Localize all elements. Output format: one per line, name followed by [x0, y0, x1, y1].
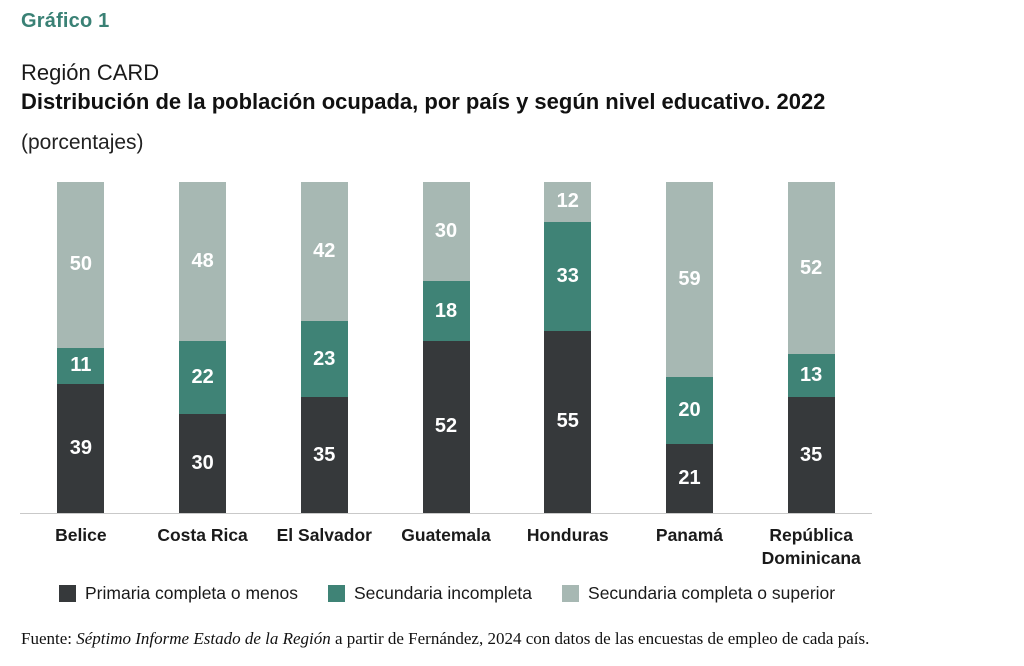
- bar-segment: 35: [300, 397, 348, 513]
- x-axis-labels: Belice Costa Rica El Salvador Guatemala Hond…: [20, 524, 872, 570]
- plot-area: 39 11 50 30 22 48 35 23 42 52 18 30 55 33 12 21 20 59 35 13…: [20, 182, 872, 514]
- bar-column: 55 33 12: [507, 182, 629, 513]
- legend-swatch: [328, 585, 345, 602]
- bar-value-label: 33: [556, 264, 579, 287]
- stacked-bar: 52 18 30: [422, 182, 470, 513]
- legend-label: Primaria completa o menos: [85, 583, 298, 603]
- x-axis-label: República Dominicana: [761, 525, 861, 568]
- legend-label: Secundaria incompleta: [354, 583, 533, 603]
- source-suffix: a partir de Fernández, 2024 con datos de…: [330, 629, 870, 648]
- bar-value-label: 30: [191, 451, 214, 474]
- bar-segment: 50: [57, 182, 105, 348]
- bar-value-label: 42: [313, 240, 336, 263]
- bar-segment: 11: [57, 347, 105, 384]
- legend: Primaria completa o menos Secundaria inco…: [59, 583, 835, 604]
- x-axis-label: Costa Rica: [157, 525, 248, 545]
- bar-column: 30 22 48: [142, 182, 264, 513]
- source-publication: Séptimo Informe Estado de la Región: [76, 629, 331, 648]
- bar-value-label: 22: [191, 365, 214, 388]
- stacked-bar: 21 20 59: [665, 182, 713, 513]
- legend-swatch: [59, 585, 76, 602]
- bar-segment: 30: [179, 413, 227, 513]
- figure-label: Gráfico 1: [21, 10, 110, 32]
- bar-segment: 21: [665, 443, 713, 513]
- region-subtitle: Región CARD: [21, 60, 160, 85]
- bar-segment: 30: [422, 182, 470, 282]
- stacked-bar: 55 33 12: [544, 182, 592, 513]
- bar-value-label: 52: [800, 256, 823, 279]
- bar-value-label: 50: [69, 253, 92, 276]
- bar-segment: 12: [544, 182, 592, 222]
- bar-value-label: 18: [434, 299, 458, 322]
- x-axis-label: Belice: [55, 525, 107, 545]
- bar-column: 35 23 42: [263, 182, 385, 513]
- bar-value-label: 30: [434, 220, 458, 243]
- bar-column: 21 20 59: [629, 182, 751, 513]
- bar-segment: 13: [787, 354, 835, 398]
- stacked-bar: 35 23 42: [300, 182, 348, 513]
- x-axis-label: Guatemala: [401, 525, 491, 545]
- bar-segment: 18: [422, 281, 470, 341]
- bar-segment: 33: [544, 221, 592, 331]
- bar-segment: 52: [787, 182, 835, 355]
- bar-segment: 48: [179, 182, 227, 341]
- chart-title: Distribución de la población ocupada, po…: [21, 89, 826, 114]
- legend-item: Secundaria completa o superior: [562, 583, 835, 604]
- bar-value-label: 21: [678, 466, 701, 489]
- bar-value-label: 11: [70, 354, 92, 377]
- bar-segment: 59: [665, 182, 713, 378]
- bar-value-label: 12: [556, 190, 579, 213]
- bar-value-label: 23: [313, 347, 336, 370]
- bar-segment: 20: [665, 377, 713, 444]
- bar-value-label: 59: [678, 268, 701, 291]
- x-axis-label: El Salvador: [276, 525, 372, 545]
- legend-swatch: [562, 585, 580, 602]
- source-note: Fuente: Séptimo Informe Estado de la Reg…: [21, 629, 1006, 649]
- bar-value-label: 35: [800, 443, 823, 466]
- stacked-bar: 35 13 52: [787, 182, 835, 513]
- source-prefix: Fuente:: [21, 629, 77, 648]
- x-axis-label: Panamá: [655, 525, 724, 545]
- bar-segment: 39: [57, 383, 105, 513]
- bar-segment: 23: [300, 321, 348, 398]
- bar-segment: 55: [544, 330, 592, 513]
- bar-value-label: 55: [556, 410, 579, 433]
- bar-column: 35 13 52: [750, 182, 872, 513]
- legend-item: Primaria completa o menos: [59, 583, 298, 604]
- bar-value-label: 52: [434, 415, 458, 438]
- stacked-bar: 39 11 50: [57, 182, 105, 513]
- bar-value-label: 48: [191, 249, 214, 272]
- bar-column: 39 11 50: [20, 182, 142, 513]
- bar-segment: 42: [300, 182, 348, 322]
- bar-segment: 52: [422, 340, 470, 513]
- bar-segment: 35: [787, 397, 835, 513]
- bar-value-label: 20: [678, 398, 701, 421]
- stacked-bar-chart: 39 11 50 30 22 48 35 23 42 52 18 30 55 33 12 21 20 59 35 13…: [20, 182, 872, 570]
- bar-value-label: 39: [69, 436, 92, 459]
- bar-value-label: 13: [800, 364, 823, 387]
- units-note: (porcentajes): [21, 131, 144, 154]
- stacked-bar: 30 22 48: [179, 182, 227, 513]
- bar-segment: 22: [179, 340, 227, 414]
- bar-column: 52 18 30: [385, 182, 507, 513]
- bar-value-label: 35: [313, 443, 336, 466]
- legend-item: Secundaria incompleta: [328, 583, 532, 604]
- x-axis-label: Honduras: [526, 525, 609, 545]
- legend-label: Secundaria completa o superior: [588, 583, 836, 603]
